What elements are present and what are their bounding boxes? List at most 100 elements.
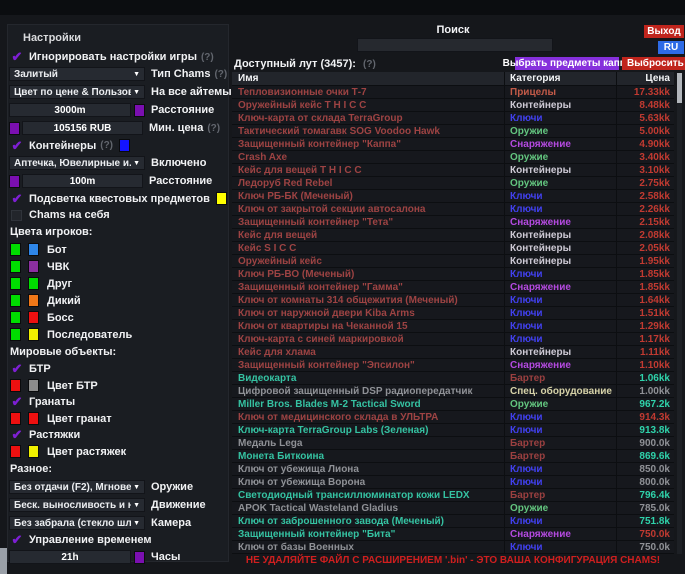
table-row[interactable]: Ключ от закрытой секции автосалона Ключи 2… <box>232 203 674 216</box>
time-control-checkbox-label[interactable]: Управление временем <box>29 534 152 546</box>
containers-checkbox-color[interactable] <box>119 139 131 152</box>
checkmark-icon[interactable]: ✔ <box>11 49 23 64</box>
table-row[interactable]: Ключ РБ-ВО (Меченый) Ключи 1.85kk <box>232 268 674 281</box>
select-kappa-items-button[interactable]: Выбрать предметы каппа <box>502 57 632 70</box>
table-row[interactable]: Ключ РБ-БК (Меченый) Ключи 2.58kk <box>232 190 674 203</box>
checkmark-icon[interactable]: ✔ <box>11 532 23 547</box>
table-row[interactable]: Светодиодный трансиллюминатор кожи LEDX Б… <box>232 489 674 502</box>
table-row[interactable]: Защищенный контейнер "Тета" Снаряжение 2.1… <box>232 216 674 229</box>
table-scrollbar[interactable] <box>677 73 682 554</box>
table-row[interactable]: Crash Axe Оружие 3.40kk <box>232 151 674 164</box>
table-row[interactable]: Оружейный кейс Контейнеры 1.95kk <box>232 255 674 268</box>
self-chams-checkbox-label[interactable]: Chams на себя <box>29 209 110 221</box>
chams-type-select[interactable]: Залитый ▼ <box>9 67 145 81</box>
table-row[interactable]: Медаль Lega Бартер 900.0k <box>232 437 674 450</box>
tripwire-color-swatch-1[interactable] <box>10 445 21 458</box>
btr-checkbox-label[interactable]: БТР <box>29 363 51 375</box>
min-price-input-color[interactable] <box>9 121 20 135</box>
grenades-checkbox-label[interactable]: Гранаты <box>29 396 76 408</box>
quest-items-highlight-checkbox-label[interactable]: Подсветка квестовых предметов <box>29 192 210 205</box>
table-row[interactable]: Кейс для хлама Контейнеры 1.11kk <box>232 346 674 359</box>
table-row[interactable]: Монета Биткоина Бартер 869.6k <box>232 450 674 463</box>
table-row[interactable]: Тактический томагавк SOG Voodoo Hawk Оруж… <box>232 125 674 138</box>
item-distance-input-color[interactable] <box>134 103 145 117</box>
column-name[interactable]: Имя <box>238 73 259 84</box>
table-row[interactable]: Ключ от убежища Лиона Ключи 850.0k <box>232 463 674 476</box>
table-row[interactable]: Оружейный кейс T H I C C Контейнеры 8.48kk <box>232 99 674 112</box>
table-row[interactable]: Цифровой защищенный DSP радиопередатчик С… <box>232 385 674 398</box>
drop-all-button[interactable]: Выбросить все <box>622 57 685 70</box>
follower-color-swatch-2[interactable] <box>28 328 39 341</box>
bot-color-swatch-1[interactable] <box>10 243 21 256</box>
table-row[interactable]: Ключ-карта с синей маркировкой Ключи 1.17k… <box>232 333 674 346</box>
table-row[interactable]: Ключ-карта TerraGroup Labs (Зеленая) Ключ… <box>232 424 674 437</box>
boss-color-swatch-2[interactable] <box>28 311 39 324</box>
follower-color-swatch-1[interactable] <box>10 328 21 341</box>
btr-color-swatch-2[interactable] <box>28 379 39 392</box>
table-row[interactable]: Ключ от базы Военных Ключи 750.0k <box>232 541 674 554</box>
table-row[interactable]: Защищенный контейнер "Каппа" Снаряжение 4.… <box>232 138 674 151</box>
all-items-color-select[interactable]: Цвет по цене & Пользователь▼ <box>9 85 145 99</box>
item-distance-input[interactable]: 3000m <box>9 103 131 117</box>
item-name: Светодиодный трансиллюминатор кожи LEDX <box>238 489 470 501</box>
tripwires-checkbox-label[interactable]: Растяжки <box>29 429 81 441</box>
hours-input-color[interactable] <box>134 550 145 564</box>
checkmark-icon[interactable]: ✔ <box>11 427 23 442</box>
table-row[interactable]: Тепловизионные очки Т-7 Прицелы 17.33kk <box>232 86 674 99</box>
ignore-game-settings-checkbox-label[interactable]: Игнорировать настройки игры <box>29 51 197 63</box>
table-row[interactable]: APOK Tactical Wasteland Gladius Оружие 785… <box>232 502 674 515</box>
checkmark-icon[interactable]: ✔ <box>11 361 23 376</box>
scav-color-swatch-1[interactable] <box>10 294 21 307</box>
scav-color-swatch-2[interactable] <box>28 294 39 307</box>
column-category[interactable]: Категория <box>504 72 616 85</box>
help-hint: (?) <box>207 122 221 134</box>
boss-color-swatch-1[interactable] <box>10 311 21 324</box>
pmc-color-swatch-1[interactable] <box>10 260 21 273</box>
min-price-input[interactable]: 105156 RUB <box>22 121 143 135</box>
hours-input[interactable]: 21h <box>9 550 131 564</box>
tripwire-color-swatch-2[interactable] <box>28 445 39 458</box>
language-button[interactable]: RU <box>658 41 684 54</box>
grenade-color-swatch-1[interactable] <box>10 412 21 425</box>
containers-checkbox-label[interactable]: Контейнеры <box>29 139 97 152</box>
bot-color-swatch-2[interactable] <box>28 243 39 256</box>
enabled-categories-select[interactable]: Аптечка, Ювелирные и... ▼ <box>9 156 145 170</box>
quest-items-highlight-checkbox-color[interactable] <box>215 192 227 205</box>
friend-color-swatch-1[interactable] <box>10 277 21 290</box>
checkbox-empty[interactable] <box>11 209 22 221</box>
table-row[interactable]: Ключ от убежища Ворона Ключи 800.0k <box>232 476 674 489</box>
table-row[interactable]: Ключ от квартиры на Чеканной 15 Ключи 1.29… <box>232 320 674 333</box>
table-row[interactable]: Кейс для вещей Контейнеры 2.08kk <box>232 229 674 242</box>
camera-select[interactable]: Без забрала (стекло шлема)▼ <box>9 516 145 530</box>
container-distance-input-color[interactable] <box>9 174 20 188</box>
pmc-color-swatch-2[interactable] <box>28 260 39 273</box>
table-row[interactable]: Защищенный контейнер "Гамма" Снаряжение 1.… <box>232 281 674 294</box>
container-distance-input[interactable]: 100m <box>22 174 143 188</box>
table-row[interactable]: Защищенный контейнер "Бита" Снаряжение 750… <box>232 528 674 541</box>
table-row[interactable]: Кейс для вещей T H I C C Контейнеры 3.10kk <box>232 164 674 177</box>
column-price[interactable]: Цена <box>616 72 674 85</box>
table-row[interactable]: Ледоруб Red Rebel Оружие 2.75kk <box>232 177 674 190</box>
grenade-color-swatch-2[interactable] <box>28 412 39 425</box>
checkmark-icon[interactable]: ✔ <box>11 137 23 153</box>
table-row[interactable]: Ключ от медицинского склада в УЛЬТРА Ключ… <box>232 411 674 424</box>
table-row[interactable]: Miller Bros. Blades M-2 Tactical Sword Ор… <box>232 398 674 411</box>
table-row[interactable]: Кейс S I C C Контейнеры 2.05kk <box>232 242 674 255</box>
table-row[interactable]: Видеокарта Бартер 1.06kk <box>232 372 674 385</box>
movement-select[interactable]: Беск. выносливость и нет уста▼ <box>9 498 145 512</box>
weapon-select[interactable]: Без отдачи (F2), Мгновенное п▼ <box>9 480 145 494</box>
checkmark-icon[interactable]: ✔ <box>11 394 23 409</box>
table-row[interactable]: Защищенный контейнер "Эпсилон" Снаряжение… <box>232 359 674 372</box>
search-input[interactable] <box>357 38 553 52</box>
table-row[interactable]: Ключ-карта от склада TerraGroup Ключи 5.63… <box>232 112 674 125</box>
exit-button[interactable]: Выход <box>644 25 684 38</box>
btr-color-swatch-1[interactable] <box>10 379 21 392</box>
table-scrollbar-thumb[interactable] <box>677 73 682 103</box>
table-row[interactable]: Ключ от наружной двери Kiba Arms Ключи 1.5… <box>232 307 674 320</box>
table-row[interactable]: Ключ от заброшенного завода (Меченый) Клю… <box>232 515 674 528</box>
table-row[interactable]: Ключ от комнаты 314 общежития (Меченый) К… <box>232 294 674 307</box>
checkmark-icon[interactable]: ✔ <box>11 190 23 206</box>
item-category: Снаряжение <box>504 281 616 293</box>
sidebar-scrollbar[interactable] <box>0 548 7 574</box>
friend-color-swatch-2[interactable] <box>28 277 39 290</box>
